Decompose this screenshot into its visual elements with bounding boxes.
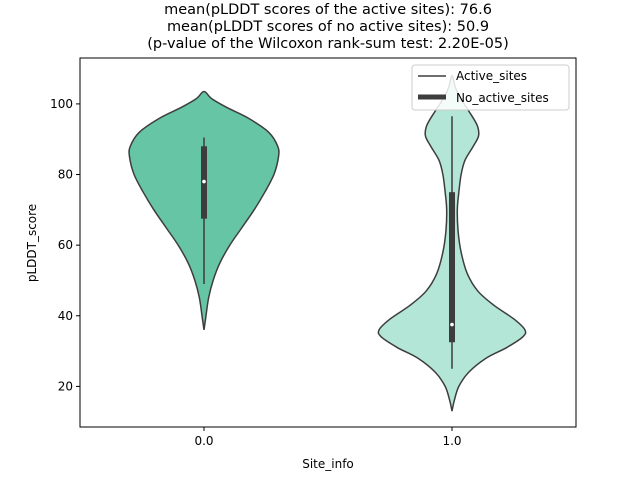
y-axis: 20 40 60 80 100 <box>50 97 80 393</box>
y-tick-label: 80 <box>58 168 73 182</box>
x-axis: 0.0 1.0 <box>194 427 462 448</box>
iqr-box-1.0 <box>449 192 455 343</box>
title-line-3: (p-value of the Wilcoxon rank-sum test: … <box>147 36 508 52</box>
x-axis-label: Site_info <box>302 457 354 471</box>
legend-label-active-sites: Active_sites <box>456 69 527 83</box>
plot-area-frame <box>79 57 577 428</box>
violins <box>128 74 527 412</box>
x-tick-label: 1.0 <box>442 434 461 448</box>
y-axis-label: pLDDT_score <box>25 204 39 282</box>
median-point-0.0 <box>202 179 206 184</box>
title-line-1: mean(pLDDT scores of the active sites): … <box>164 2 492 18</box>
y-tick-label: 20 <box>58 379 73 393</box>
y-tick-label: 100 <box>50 97 73 111</box>
legend-label-no-active-sites: No_active_sites <box>456 91 549 105</box>
legend-box <box>411 64 570 111</box>
title-line-2: mean(pLDDT scores of no active sites): 5… <box>167 19 489 35</box>
y-tick-label: 40 <box>58 309 73 323</box>
y-tick-label: 60 <box>58 238 73 252</box>
chart-title: mean(pLDDT scores of the active sites): … <box>147 2 508 52</box>
median-point-1.0 <box>450 322 454 327</box>
x-tick-label: 0.0 <box>194 434 213 448</box>
box-plots <box>201 116 455 369</box>
legend: Active_sites No_active_sites <box>411 64 570 111</box>
